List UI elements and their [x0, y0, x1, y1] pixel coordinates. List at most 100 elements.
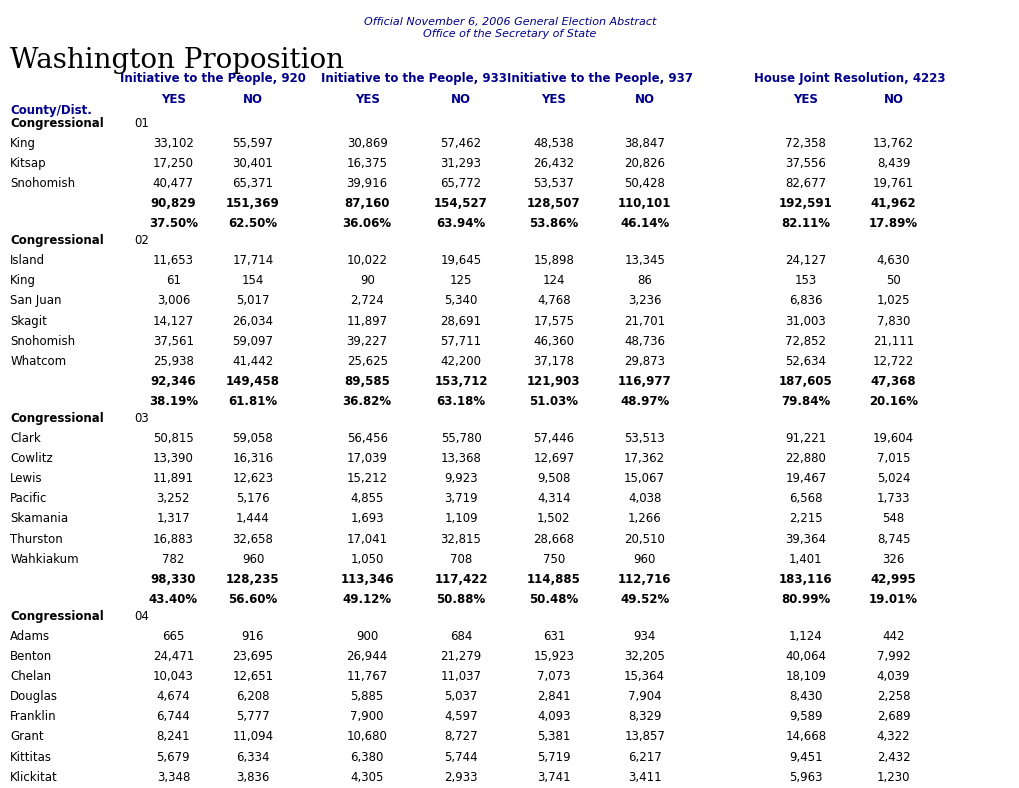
Text: 17,714: 17,714: [232, 255, 273, 267]
Text: 16,883: 16,883: [153, 533, 194, 545]
Text: 29,873: 29,873: [624, 355, 664, 368]
Text: 59,097: 59,097: [232, 335, 273, 348]
Text: 20,826: 20,826: [624, 157, 664, 169]
Text: 3,411: 3,411: [628, 771, 660, 784]
Text: 5,963: 5,963: [789, 771, 821, 784]
Text: 4,322: 4,322: [876, 730, 909, 744]
Text: 1,502: 1,502: [537, 512, 570, 526]
Text: 960: 960: [633, 552, 655, 566]
Text: 1,444: 1,444: [235, 512, 270, 526]
Text: 40,064: 40,064: [785, 650, 825, 663]
Text: 153: 153: [794, 274, 816, 288]
Text: Initiative to the People, 920: Initiative to the People, 920: [120, 72, 306, 85]
Text: 4,314: 4,314: [537, 492, 570, 505]
Text: 3,719: 3,719: [444, 492, 477, 505]
Text: 110,101: 110,101: [618, 197, 671, 210]
Text: 113,346: 113,346: [340, 573, 393, 585]
Text: 12,623: 12,623: [232, 472, 273, 485]
Text: 4,630: 4,630: [876, 255, 909, 267]
Text: 21,111: 21,111: [872, 335, 913, 348]
Text: 82.11%: 82.11%: [781, 217, 829, 230]
Text: 6,380: 6,380: [351, 751, 383, 764]
Text: 192,591: 192,591: [779, 197, 832, 210]
Text: 50,815: 50,815: [153, 432, 194, 445]
Text: 183,116: 183,116: [779, 573, 832, 585]
Text: 187,605: 187,605: [779, 375, 832, 388]
Text: Initiative to the People, 937: Initiative to the People, 937: [506, 72, 692, 85]
Text: 1,109: 1,109: [444, 512, 477, 526]
Text: 2,841: 2,841: [537, 690, 570, 704]
Text: 50,428: 50,428: [624, 177, 664, 190]
Text: 47,368: 47,368: [870, 375, 915, 388]
Text: King: King: [10, 137, 36, 150]
Text: 1,317: 1,317: [157, 512, 190, 526]
Text: 2,933: 2,933: [444, 771, 477, 784]
Text: 51.03%: 51.03%: [529, 395, 578, 408]
Text: 4,768: 4,768: [537, 295, 570, 307]
Text: 4,305: 4,305: [351, 771, 383, 784]
Text: 20,510: 20,510: [624, 533, 664, 545]
Text: 8,241: 8,241: [157, 730, 190, 744]
Text: 31,293: 31,293: [440, 157, 481, 169]
Text: 7,992: 7,992: [875, 650, 910, 663]
Text: 442: 442: [881, 630, 904, 643]
Text: 5,777: 5,777: [236, 711, 269, 723]
Text: 2,215: 2,215: [789, 512, 821, 526]
Text: 1,693: 1,693: [351, 512, 383, 526]
Text: 49.12%: 49.12%: [342, 593, 391, 606]
Text: 149,458: 149,458: [226, 375, 279, 388]
Text: 11,767: 11,767: [346, 671, 387, 683]
Text: 3,348: 3,348: [157, 771, 190, 784]
Text: 28,691: 28,691: [440, 314, 481, 328]
Text: King: King: [10, 274, 36, 288]
Text: 50.88%: 50.88%: [436, 593, 485, 606]
Text: 13,345: 13,345: [624, 255, 664, 267]
Text: 6,568: 6,568: [789, 492, 821, 505]
Text: Thurston: Thurston: [10, 533, 63, 545]
Text: 121,903: 121,903: [527, 375, 580, 388]
Text: 5,719: 5,719: [537, 751, 570, 764]
Text: 5,176: 5,176: [236, 492, 269, 505]
Text: 57,462: 57,462: [440, 137, 481, 150]
Text: 5,340: 5,340: [444, 295, 477, 307]
Text: 17,250: 17,250: [153, 157, 194, 169]
Text: 87,160: 87,160: [344, 197, 389, 210]
Text: Congressional: Congressional: [10, 610, 104, 623]
Text: 8,439: 8,439: [876, 157, 909, 169]
Text: 9,923: 9,923: [444, 472, 477, 485]
Text: 24,471: 24,471: [153, 650, 194, 663]
Text: 15,067: 15,067: [624, 472, 664, 485]
Text: 26,432: 26,432: [533, 157, 574, 169]
Text: 960: 960: [242, 552, 264, 566]
Text: 39,364: 39,364: [785, 533, 825, 545]
Text: 9,451: 9,451: [789, 751, 821, 764]
Text: 01: 01: [135, 117, 150, 129]
Text: 86: 86: [637, 274, 651, 288]
Text: 19.01%: 19.01%: [868, 593, 917, 606]
Text: 13,857: 13,857: [624, 730, 664, 744]
Text: Snohomish: Snohomish: [10, 335, 75, 348]
Text: 3,236: 3,236: [628, 295, 660, 307]
Text: 5,381: 5,381: [537, 730, 570, 744]
Text: 1,266: 1,266: [627, 512, 661, 526]
Text: Adams: Adams: [10, 630, 50, 643]
Text: 26,944: 26,944: [346, 650, 387, 663]
Text: 4,855: 4,855: [351, 492, 383, 505]
Text: Kittitas: Kittitas: [10, 751, 52, 764]
Text: Snohomish: Snohomish: [10, 177, 75, 190]
Text: 1,124: 1,124: [788, 630, 822, 643]
Text: 32,815: 32,815: [440, 533, 481, 545]
Text: 98,330: 98,330: [151, 573, 196, 585]
Text: 17,039: 17,039: [346, 452, 387, 465]
Text: 46.14%: 46.14%: [620, 217, 668, 230]
Text: 46,360: 46,360: [533, 335, 574, 348]
Text: 03: 03: [135, 412, 149, 425]
Text: 15,364: 15,364: [624, 671, 664, 683]
Text: Congressional: Congressional: [10, 117, 104, 129]
Text: 40,477: 40,477: [153, 177, 194, 190]
Text: 26,034: 26,034: [232, 314, 273, 328]
Text: Official November 6, 2006 General Election Abstract: Official November 6, 2006 General Electi…: [364, 17, 655, 28]
Text: 17,575: 17,575: [533, 314, 574, 328]
Text: 24,127: 24,127: [785, 255, 825, 267]
Text: 128,507: 128,507: [527, 197, 580, 210]
